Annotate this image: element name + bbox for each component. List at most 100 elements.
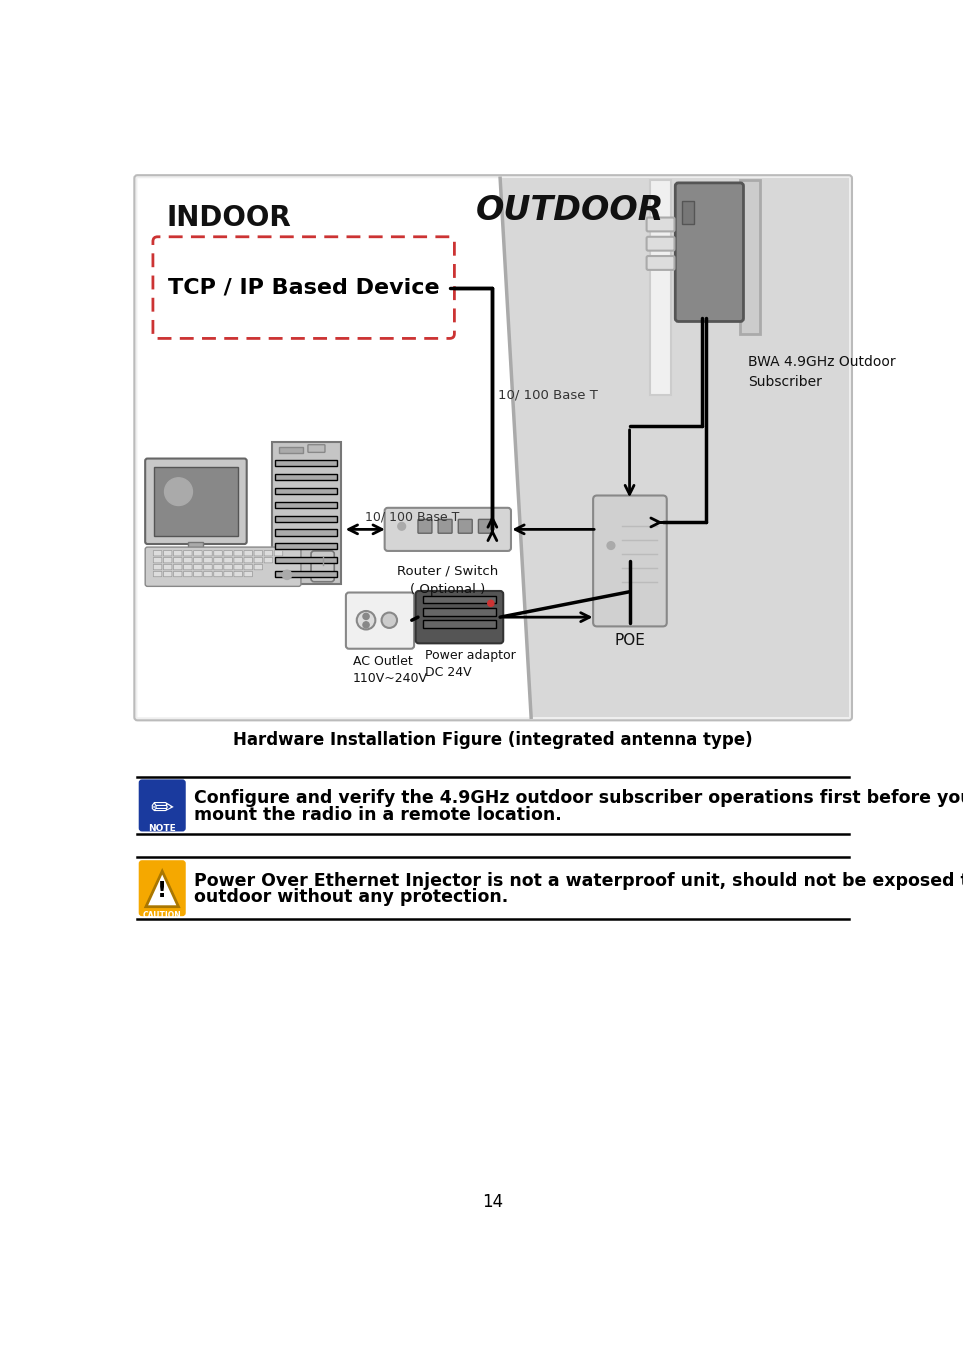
FancyBboxPatch shape xyxy=(173,571,182,577)
FancyBboxPatch shape xyxy=(244,564,252,570)
FancyBboxPatch shape xyxy=(264,551,273,556)
FancyBboxPatch shape xyxy=(194,558,202,563)
FancyBboxPatch shape xyxy=(153,571,162,577)
FancyBboxPatch shape xyxy=(682,201,694,225)
FancyBboxPatch shape xyxy=(244,571,252,577)
FancyBboxPatch shape xyxy=(244,551,252,556)
FancyBboxPatch shape xyxy=(184,558,192,563)
FancyBboxPatch shape xyxy=(214,564,222,570)
FancyBboxPatch shape xyxy=(264,558,273,563)
Text: NOTE: NOTE xyxy=(148,825,176,833)
Circle shape xyxy=(165,478,193,506)
FancyBboxPatch shape xyxy=(223,571,232,577)
Circle shape xyxy=(363,622,369,627)
FancyBboxPatch shape xyxy=(234,551,243,556)
Text: Configure and verify the 4.9GHz outdoor subscriber operations first before you: Configure and verify the 4.9GHz outdoor … xyxy=(194,789,963,807)
Circle shape xyxy=(356,611,376,629)
FancyBboxPatch shape xyxy=(134,175,852,721)
FancyBboxPatch shape xyxy=(646,256,674,270)
FancyBboxPatch shape xyxy=(140,781,185,830)
Text: Power Over Ethernet Injector is not a waterproof unit, should not be exposed to: Power Over Ethernet Injector is not a wa… xyxy=(194,871,963,889)
FancyBboxPatch shape xyxy=(223,558,232,563)
FancyBboxPatch shape xyxy=(204,551,212,556)
Polygon shape xyxy=(138,178,532,718)
FancyBboxPatch shape xyxy=(164,564,172,570)
Text: mount the radio in a remote location.: mount the radio in a remote location. xyxy=(194,806,561,823)
FancyBboxPatch shape xyxy=(204,558,212,563)
FancyBboxPatch shape xyxy=(170,552,221,563)
FancyBboxPatch shape xyxy=(275,474,337,480)
FancyBboxPatch shape xyxy=(646,237,674,251)
Polygon shape xyxy=(146,871,178,907)
FancyBboxPatch shape xyxy=(416,590,504,644)
FancyBboxPatch shape xyxy=(194,551,202,556)
FancyBboxPatch shape xyxy=(272,441,341,584)
Text: Hardware Installation Figure (integrated antenna type): Hardware Installation Figure (integrated… xyxy=(233,732,753,749)
Text: POE: POE xyxy=(614,633,645,648)
FancyBboxPatch shape xyxy=(214,571,222,577)
FancyBboxPatch shape xyxy=(184,564,192,570)
FancyBboxPatch shape xyxy=(204,571,212,577)
FancyBboxPatch shape xyxy=(254,564,263,570)
FancyBboxPatch shape xyxy=(223,551,232,556)
FancyBboxPatch shape xyxy=(275,558,337,563)
FancyBboxPatch shape xyxy=(153,558,162,563)
FancyBboxPatch shape xyxy=(275,515,337,522)
FancyBboxPatch shape xyxy=(423,608,496,615)
FancyBboxPatch shape xyxy=(254,558,263,563)
FancyBboxPatch shape xyxy=(154,467,238,536)
FancyBboxPatch shape xyxy=(194,564,202,570)
FancyBboxPatch shape xyxy=(145,459,247,544)
Circle shape xyxy=(381,612,397,627)
Text: BWA 4.9GHz Outdoor
Subscriber: BWA 4.9GHz Outdoor Subscriber xyxy=(748,355,896,389)
FancyBboxPatch shape xyxy=(153,551,162,556)
FancyBboxPatch shape xyxy=(204,564,212,570)
Text: AC Outlet
110V~240V: AC Outlet 110V~240V xyxy=(352,655,428,685)
FancyBboxPatch shape xyxy=(274,551,283,556)
FancyBboxPatch shape xyxy=(275,460,337,466)
FancyBboxPatch shape xyxy=(234,558,243,563)
FancyBboxPatch shape xyxy=(184,551,192,556)
FancyBboxPatch shape xyxy=(479,519,492,533)
FancyBboxPatch shape xyxy=(275,529,337,536)
FancyBboxPatch shape xyxy=(458,519,472,533)
FancyBboxPatch shape xyxy=(346,592,414,649)
Text: !: ! xyxy=(157,881,168,901)
FancyBboxPatch shape xyxy=(173,558,182,563)
FancyBboxPatch shape xyxy=(384,508,511,551)
FancyBboxPatch shape xyxy=(423,621,496,627)
FancyBboxPatch shape xyxy=(275,571,337,577)
FancyBboxPatch shape xyxy=(646,218,674,232)
Circle shape xyxy=(607,541,614,549)
FancyBboxPatch shape xyxy=(279,447,302,453)
FancyBboxPatch shape xyxy=(214,558,222,563)
FancyBboxPatch shape xyxy=(140,862,185,915)
FancyBboxPatch shape xyxy=(593,496,666,626)
Text: 14: 14 xyxy=(482,1193,504,1211)
FancyBboxPatch shape xyxy=(741,179,760,334)
Text: OUTDOOR: OUTDOOR xyxy=(476,193,664,226)
Text: INDOOR: INDOOR xyxy=(167,204,292,233)
FancyBboxPatch shape xyxy=(418,519,432,533)
FancyBboxPatch shape xyxy=(311,551,334,582)
FancyBboxPatch shape xyxy=(234,564,243,570)
FancyBboxPatch shape xyxy=(145,547,301,586)
FancyBboxPatch shape xyxy=(188,541,203,553)
FancyBboxPatch shape xyxy=(275,488,337,495)
FancyBboxPatch shape xyxy=(275,501,337,508)
FancyBboxPatch shape xyxy=(173,551,182,556)
FancyBboxPatch shape xyxy=(254,551,263,556)
FancyBboxPatch shape xyxy=(650,179,670,396)
Text: TCP / IP Based Device: TCP / IP Based Device xyxy=(168,278,439,297)
FancyBboxPatch shape xyxy=(214,551,222,556)
FancyBboxPatch shape xyxy=(194,571,202,577)
FancyBboxPatch shape xyxy=(423,596,496,603)
FancyBboxPatch shape xyxy=(244,558,252,563)
Circle shape xyxy=(282,570,292,580)
Text: ✏: ✏ xyxy=(150,795,174,822)
FancyBboxPatch shape xyxy=(223,564,232,570)
FancyBboxPatch shape xyxy=(308,445,325,452)
FancyBboxPatch shape xyxy=(153,564,162,570)
Circle shape xyxy=(398,522,405,530)
Circle shape xyxy=(487,600,494,607)
